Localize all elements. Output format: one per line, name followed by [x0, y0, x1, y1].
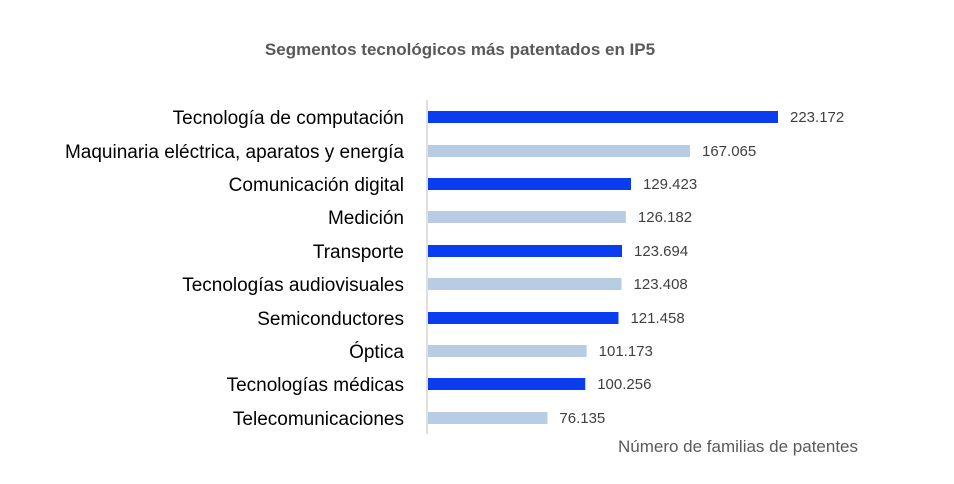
bar-8	[428, 345, 587, 357]
bar-9	[428, 378, 586, 390]
value-label-2: 167.065	[702, 143, 756, 160]
value-labels: 223.172 167.065 129.423 126.182 123.694 123.4…	[559, 109, 844, 427]
value-label-5: 123.694	[634, 243, 688, 260]
value-label-10: 76.135	[559, 410, 605, 427]
category-label-10: Telecomunicaciones	[233, 409, 404, 430]
category-label-9: Tecnologías médicas	[227, 375, 404, 396]
value-label-9: 100.256	[597, 376, 651, 393]
category-label-3: Comunicación digital	[229, 175, 404, 196]
bar-6	[428, 278, 622, 290]
value-label-7: 121.458	[630, 310, 684, 327]
category-labels: Tecnología de computación Maquinaria eléc…	[65, 108, 404, 430]
value-label-1: 223.172	[790, 109, 844, 126]
bars-group	[428, 111, 778, 424]
x-axis-label: Número de familias de patentes	[617, 437, 859, 456]
bar-2	[428, 145, 691, 157]
category-label-6: Tecnologías audiovisuales	[182, 275, 404, 296]
bar-7	[428, 312, 619, 324]
category-label-7: Semiconductores	[257, 309, 404, 330]
bar-1	[428, 111, 778, 123]
chart-title: Segmentos tecnológicos más patentados en…	[264, 40, 656, 59]
value-label-3: 129.423	[643, 176, 697, 193]
category-label-2: Maquinaria eléctrica, aparatos y energía	[65, 142, 404, 163]
bar-5	[428, 245, 622, 257]
bar-3	[428, 178, 631, 190]
category-label-4: Medición	[328, 208, 404, 229]
category-label-5: Transporte	[313, 242, 404, 263]
category-label-1: Tecnología de computación	[173, 108, 404, 129]
value-label-4: 126.182	[638, 209, 692, 226]
value-label-8: 101.173	[599, 343, 653, 360]
category-label-8: Óptica	[349, 341, 404, 363]
bar-4	[428, 211, 626, 223]
bar-10	[428, 412, 548, 424]
value-label-6: 123.408	[634, 276, 688, 293]
